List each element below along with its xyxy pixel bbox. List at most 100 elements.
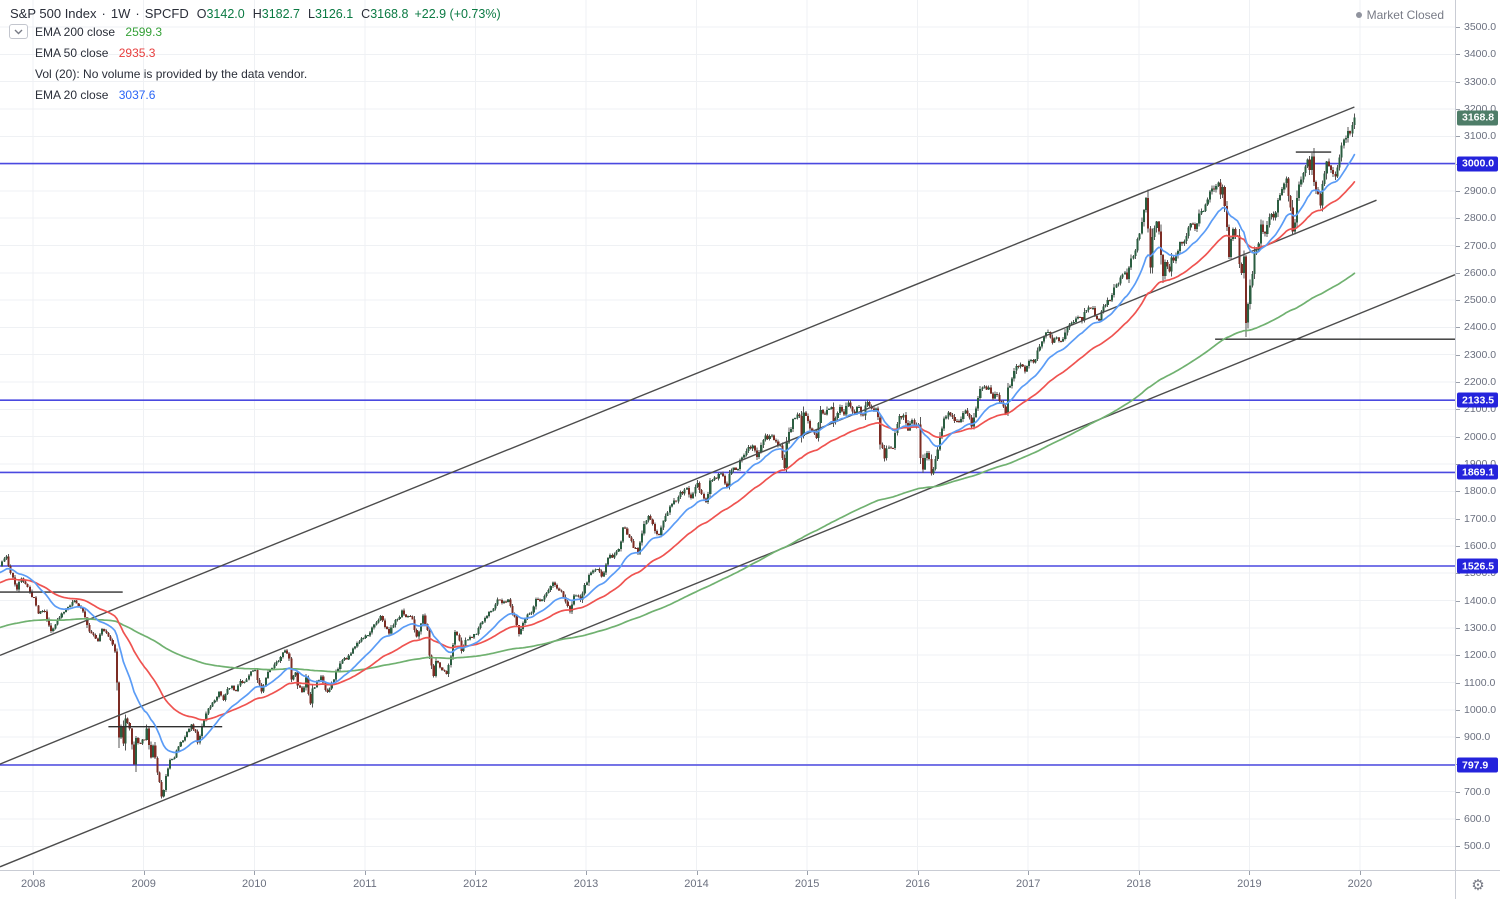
price-tick-label: 1000.0 (1464, 703, 1497, 716)
candlestick-chart[interactable] (0, 0, 1455, 870)
time-tick-mark (917, 871, 919, 875)
price-tick-label: 1200.0 (1464, 649, 1497, 662)
price-tick-label: 2500.0 (1464, 294, 1497, 307)
price-tick-mark (1456, 272, 1460, 274)
time-tick-mark (475, 871, 477, 875)
ohlc-open-key: O (196, 7, 207, 21)
indicator-value: 2599.3 (125, 25, 163, 39)
price-tick-mark (1456, 81, 1460, 83)
ohlc-close-key: C (361, 7, 371, 21)
price-tick-mark (1456, 682, 1460, 684)
price-level-label: 2133.5 (1457, 392, 1498, 408)
price-tick-label: 2300.0 (1464, 348, 1497, 361)
indicator-value: 3037.6 (118, 88, 156, 102)
indicator-label: EMA 200 close (35, 25, 116, 39)
year-label: 2012 (463, 878, 488, 890)
price-tick-label: 2800.0 (1464, 212, 1497, 225)
price-tick-label: 1700.0 (1464, 512, 1497, 525)
price-tick-mark (1456, 108, 1460, 110)
price-tick-label: 1100.0 (1464, 676, 1496, 689)
time-tick-mark (1249, 871, 1251, 875)
price-tick-mark (1456, 300, 1460, 302)
year-label: 2017 (1015, 878, 1041, 890)
symbol-name: S&P 500 Index (10, 6, 97, 21)
time-tick-mark (1359, 871, 1361, 875)
ohlc-low-key: L (307, 7, 315, 21)
price-tick-mark (1456, 846, 1460, 848)
ohlc-low-value: 3126.1 (314, 7, 354, 21)
price-tick-label: 2000.0 (1464, 430, 1497, 443)
year-label: 2018 (1126, 878, 1152, 890)
price-tick-label: 2400.0 (1464, 321, 1497, 334)
time-tick-mark (586, 871, 587, 875)
price-tick-mark (1456, 518, 1460, 520)
time-tick-mark (1028, 871, 1030, 875)
legend-row-volume[interactable]: Vol (20): No volume is provided by the d… (0, 64, 314, 85)
price-tick-label: 600.0 (1464, 813, 1491, 825)
price-tick-mark (1456, 627, 1460, 629)
market-status-dot-icon (1355, 12, 1362, 18)
last-price-label: 3168.8 (1457, 110, 1498, 125)
price-tick-label: 1300.0 (1464, 621, 1497, 634)
price-tick-mark (1456, 464, 1460, 465)
indicator-label: EMA 50 close (35, 46, 109, 60)
price-tick-mark (1456, 409, 1460, 411)
time-tick-mark (364, 871, 366, 875)
ohlc-high-value: 3182.7 (261, 7, 300, 21)
chart-pane[interactable] (0, 0, 1455, 870)
indicator-label: EMA 20 close (35, 88, 109, 102)
price-tick-label: 3500.0 (1464, 21, 1497, 33)
price-tick-label: 2200.0 (1464, 376, 1497, 388)
symbol-title-row[interactable]: S&P 500 Index · 1W · SPCFD O3142.0 H3182.7 L312… (10, 6, 501, 21)
price-tick-label: 900.0 (1464, 731, 1491, 744)
price-tick-mark (1456, 655, 1460, 657)
chart-interval: 1W (110, 6, 131, 21)
price-tick-mark (1456, 327, 1460, 329)
price-level-label: 3000.0 (1457, 156, 1498, 172)
year-label: 2013 (573, 878, 599, 890)
year-label: 2010 (242, 878, 267, 890)
price-tick-mark (1456, 354, 1460, 356)
ohlc-close-value: 3168.8 (370, 7, 409, 21)
price-level-label: 1869.1 (1457, 464, 1498, 480)
price-tick-mark (1456, 573, 1460, 575)
time-tick-mark (1138, 871, 1140, 875)
price-tick-mark (1456, 819, 1460, 820)
price-tick-mark (1456, 737, 1460, 739)
price-tick-mark (1456, 190, 1460, 192)
price-tick-label: 700.0 (1464, 785, 1491, 798)
price-tick-mark (1456, 709, 1460, 711)
market-status-text: Market Closed (1366, 8, 1444, 22)
indicator-label: Vol (20): No volume is provided by the d… (35, 67, 308, 81)
price-tick-mark (1456, 245, 1460, 247)
price-tick-mark (1456, 382, 1460, 383)
year-label: 2014 (684, 878, 709, 890)
price-tick-label: 1800.0 (1464, 485, 1497, 498)
price-level-label: 1526.5 (1457, 558, 1498, 574)
year-label: 2008 (20, 878, 46, 890)
price-tick-mark (1456, 600, 1460, 602)
time-tick-mark (143, 871, 145, 875)
legend-row-ema20[interactable]: EMA 20 close 3037.6 (0, 85, 314, 106)
time-tick-mark (807, 871, 809, 875)
time-tick-mark (254, 871, 256, 875)
indicator-legend: EMA 200 close 2599.3 EMA 50 close 2935.3… (0, 22, 314, 106)
exchange-name: SPCFD (144, 6, 189, 21)
price-level-label: 797.9 (1457, 757, 1498, 773)
time-axis[interactable]: 2008 2009 2010 2011 2012 2013 2014 2015 2016 2017… (0, 870, 1455, 899)
price-tick-label: 2700.0 (1464, 239, 1497, 252)
chevron-down-icon[interactable] (9, 24, 28, 39)
price-tick-label: 1600.0 (1464, 539, 1497, 552)
price-tick-label: 3400.0 (1464, 48, 1497, 61)
price-axis[interactable]: 500.0600.0700.0800.0900.01000.01100.0120… (1455, 0, 1500, 870)
price-tick-label: 500.0 (1464, 840, 1491, 853)
gear-icon[interactable]: ⚙ (1471, 876, 1485, 894)
price-tick-mark (1456, 791, 1460, 793)
year-label: 2015 (794, 878, 820, 890)
legend-row-ema50[interactable]: EMA 50 close 2935.3 (0, 43, 314, 64)
indicator-value: 2935.3 (118, 46, 156, 60)
ohlc-high-key: H (252, 7, 262, 21)
legend-row-ema200[interactable]: EMA 200 close 2599.3 (0, 22, 314, 43)
price-tick-mark (1456, 136, 1460, 138)
